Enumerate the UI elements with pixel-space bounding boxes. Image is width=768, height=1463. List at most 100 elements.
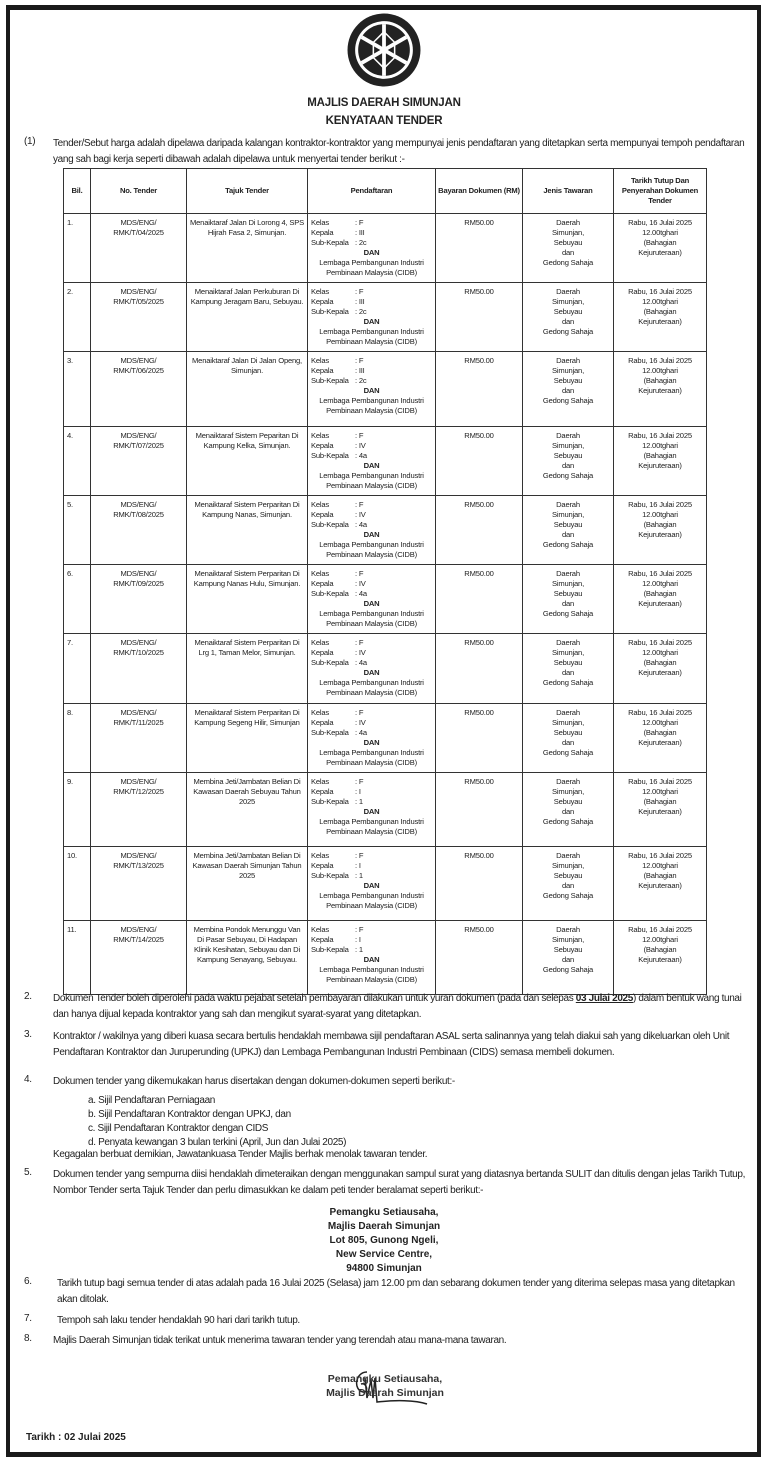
table-row: 3. MDS/ENG/ RMK/T/06/2025 Menaiktaraf Jala… [63, 351, 707, 427]
cell-pendaftaran: Kelas: F Kepala: IV Sub-Kepala: 4a DAN Lemba… [307, 703, 436, 773]
tarikh-line: 12.00tghari [642, 579, 678, 588]
cell-bayaran: RM50.00 [435, 495, 523, 565]
table-row: 1. MDS/ENG/ RMK/T/04/2025 Menaiktaraf Jala… [63, 213, 707, 283]
jenis-line: dan [561, 248, 575, 257]
kepala-label: Kepala [311, 718, 334, 727]
cell-tarikh: Rabu, 16 Julai 2025 12.00tghari (Bahagian K… [613, 703, 707, 773]
sub-kepala-label: Sub-Kepala [311, 871, 349, 880]
kepala-label: Kepala [311, 510, 334, 519]
jenis-line: Daerah [556, 777, 580, 786]
cell-bayaran: RM50.00 [435, 846, 523, 921]
list-item: c. Sijil Pendaftaran Kontraktor dengan C… [88, 1123, 269, 1134]
cidb-label: Lembaga Pembangunan Industri Pembinaan M… [319, 471, 424, 490]
cell-no-tender: MDS/ENG/ RMK/T/07/2025 [90, 426, 187, 496]
dan-label: DAN [363, 881, 380, 890]
jenis-line: Daerah [556, 569, 580, 578]
tarikh-line: (Bahagian [643, 945, 677, 954]
cell-bayaran: RM50.00 [435, 426, 523, 496]
cell-tajuk: Membina Pondok Menunggu Van Di Pasar Seb… [186, 920, 308, 995]
tarikh-line: Rabu, 16 Julai 2025 [628, 777, 692, 786]
jenis-line: Sebuyau [553, 520, 583, 529]
kelas-value: F [358, 569, 364, 578]
jenis-line: Simunjan, [552, 861, 584, 870]
intro-text: Tender/Sebut harga adalah dipelawa darip… [53, 138, 745, 165]
item-8-number: 8. [24, 1333, 32, 1344]
jenis-line: dan [561, 386, 575, 395]
jenis-line: Gedong Sahaja [542, 471, 594, 480]
jenis-line: Sebuyau [553, 658, 583, 667]
cidb-label: Lembaga Pembangunan Industri Pembinaan M… [319, 327, 424, 346]
kelas-label: Kelas [311, 287, 329, 296]
tarikh-line: Kejuruteraan) [638, 955, 682, 964]
col-tarikh: Tarikh Tutup Dan Penyerahan Dokumen Tend… [613, 168, 707, 214]
tarikh-line: Kejuruteraan) [638, 386, 682, 395]
jenis-line: dan [561, 807, 575, 816]
cell-pendaftaran: Kelas: F Kepala: III Sub-Kepala: 2c DAN Lemb… [307, 213, 436, 283]
tarikh-line: 12.00tghari [642, 861, 678, 870]
cell-bayaran: RM50.00 [435, 772, 523, 847]
cell-jenis: Daerah Simunjan, Sebuyau dan Gedong Sahaja [522, 633, 614, 704]
jenis-line: Gedong Sahaja [542, 327, 594, 336]
cidb-label: Lembaga Pembangunan Industri Pembinaan M… [319, 891, 424, 910]
tarikh-line: Kejuruteraan) [638, 881, 682, 890]
kelas-value: F [358, 638, 364, 647]
kelas-label: Kelas [311, 431, 329, 440]
jenis-line: Gedong Sahaja [542, 540, 594, 549]
jenis-line: Sebuyau [553, 376, 583, 385]
cell-bil: 2. [63, 282, 91, 352]
kepala-value: III [358, 228, 365, 237]
item-4-number: 4. [24, 1074, 32, 1085]
cell-no-tender: MDS/ENG/ RMK/T/04/2025 [90, 213, 187, 283]
tarikh-line: Rabu, 16 Julai 2025 [628, 708, 692, 717]
jenis-line: Gedong Sahaja [542, 891, 594, 900]
item-3-number: 3. [24, 1029, 32, 1040]
kepala-value: IV [358, 648, 366, 657]
tarikh-line: Rabu, 16 Julai 2025 [628, 851, 692, 860]
tarikh-line: Kejuruteraan) [638, 599, 682, 608]
kepala-value: IV [358, 441, 366, 450]
item-6-text: Tarikh tutup bagi semua tender di atas a… [57, 1278, 735, 1305]
kelas-label: Kelas [311, 777, 329, 786]
document-date: Tarikh : 02 Julai 2025 [26, 1432, 126, 1443]
sub-kepala-label: Sub-Kepala [311, 376, 349, 385]
list-item: a. Sijil Pendaftaran Perniagaan [88, 1095, 216, 1106]
cell-tajuk: Menaiktaraf Jalan Perkuburan Di Kampung … [186, 282, 308, 352]
cell-no-tender: MDS/ENG/ RMK/T/06/2025 [90, 351, 187, 427]
cidb-label: Lembaga Pembangunan Industri Pembinaan M… [319, 540, 424, 559]
sub-kepala-label: Sub-Kepala [311, 797, 349, 806]
cell-no-tender: MDS/ENG/ RMK/T/13/2025 [90, 846, 187, 921]
kepala-value: IV [358, 510, 366, 519]
item-7-text: Tempoh sah laku tender hendaklah 90 hari… [57, 1315, 300, 1326]
tarikh-line: 12.00tghari [642, 935, 678, 944]
cell-jenis: Daerah Simunjan, Sebuyau dan Gedong Sahaja [522, 846, 614, 921]
item-3-text: Kontraktor / wakilnya yang diberi kuasa … [53, 1031, 730, 1058]
sub-kepala-value: 4a [358, 589, 367, 598]
kepala-value: III [358, 366, 365, 375]
tarikh-line: Rabu, 16 Julai 2025 [628, 218, 692, 227]
cell-bil: 11. [63, 920, 91, 995]
tarikh-line: (Bahagian [643, 520, 677, 529]
table-row: 11. MDS/ENG/ RMK/T/14/2025 Membina Pondok … [63, 920, 707, 995]
cell-tarikh: Rabu, 16 Julai 2025 12.00tghari (Bahagian K… [613, 495, 707, 565]
cell-bil: 1. [63, 213, 91, 283]
jenis-line: Gedong Sahaja [542, 965, 594, 974]
cell-tajuk: Membina Jeti/Jambatan Belian Di Kawasan … [186, 772, 308, 847]
col-bayaran: Bayaran Dokumen (RM) [435, 168, 523, 214]
kelas-label: Kelas [311, 356, 329, 365]
jenis-line: Daerah [556, 431, 580, 440]
jenis-line: dan [561, 317, 575, 326]
tarikh-line: (Bahagian [643, 451, 677, 460]
cell-bayaran: RM50.00 [435, 564, 523, 634]
sub-kepala-label: Sub-Kepala [311, 307, 349, 316]
cell-tarikh: Rabu, 16 Julai 2025 12.00tghari (Bahagian K… [613, 564, 707, 634]
kepala-label: Kepala [311, 228, 334, 237]
cidb-label: Lembaga Pembangunan Industri Pembinaan M… [319, 817, 424, 836]
jenis-line: Gedong Sahaja [542, 817, 594, 826]
item-7-number: 7. [24, 1313, 32, 1324]
jenis-line: Daerah [556, 638, 580, 647]
cidb-label: Lembaga Pembangunan Industri Pembinaan M… [319, 396, 424, 415]
address-line: 94800 Simunjan [346, 1263, 422, 1274]
cell-no-tender: MDS/ENG/ RMK/T/14/2025 [90, 920, 187, 995]
cell-bil: 4. [63, 426, 91, 496]
cell-tarikh: Rabu, 16 Julai 2025 12.00tghari (Bahagian K… [613, 920, 707, 995]
